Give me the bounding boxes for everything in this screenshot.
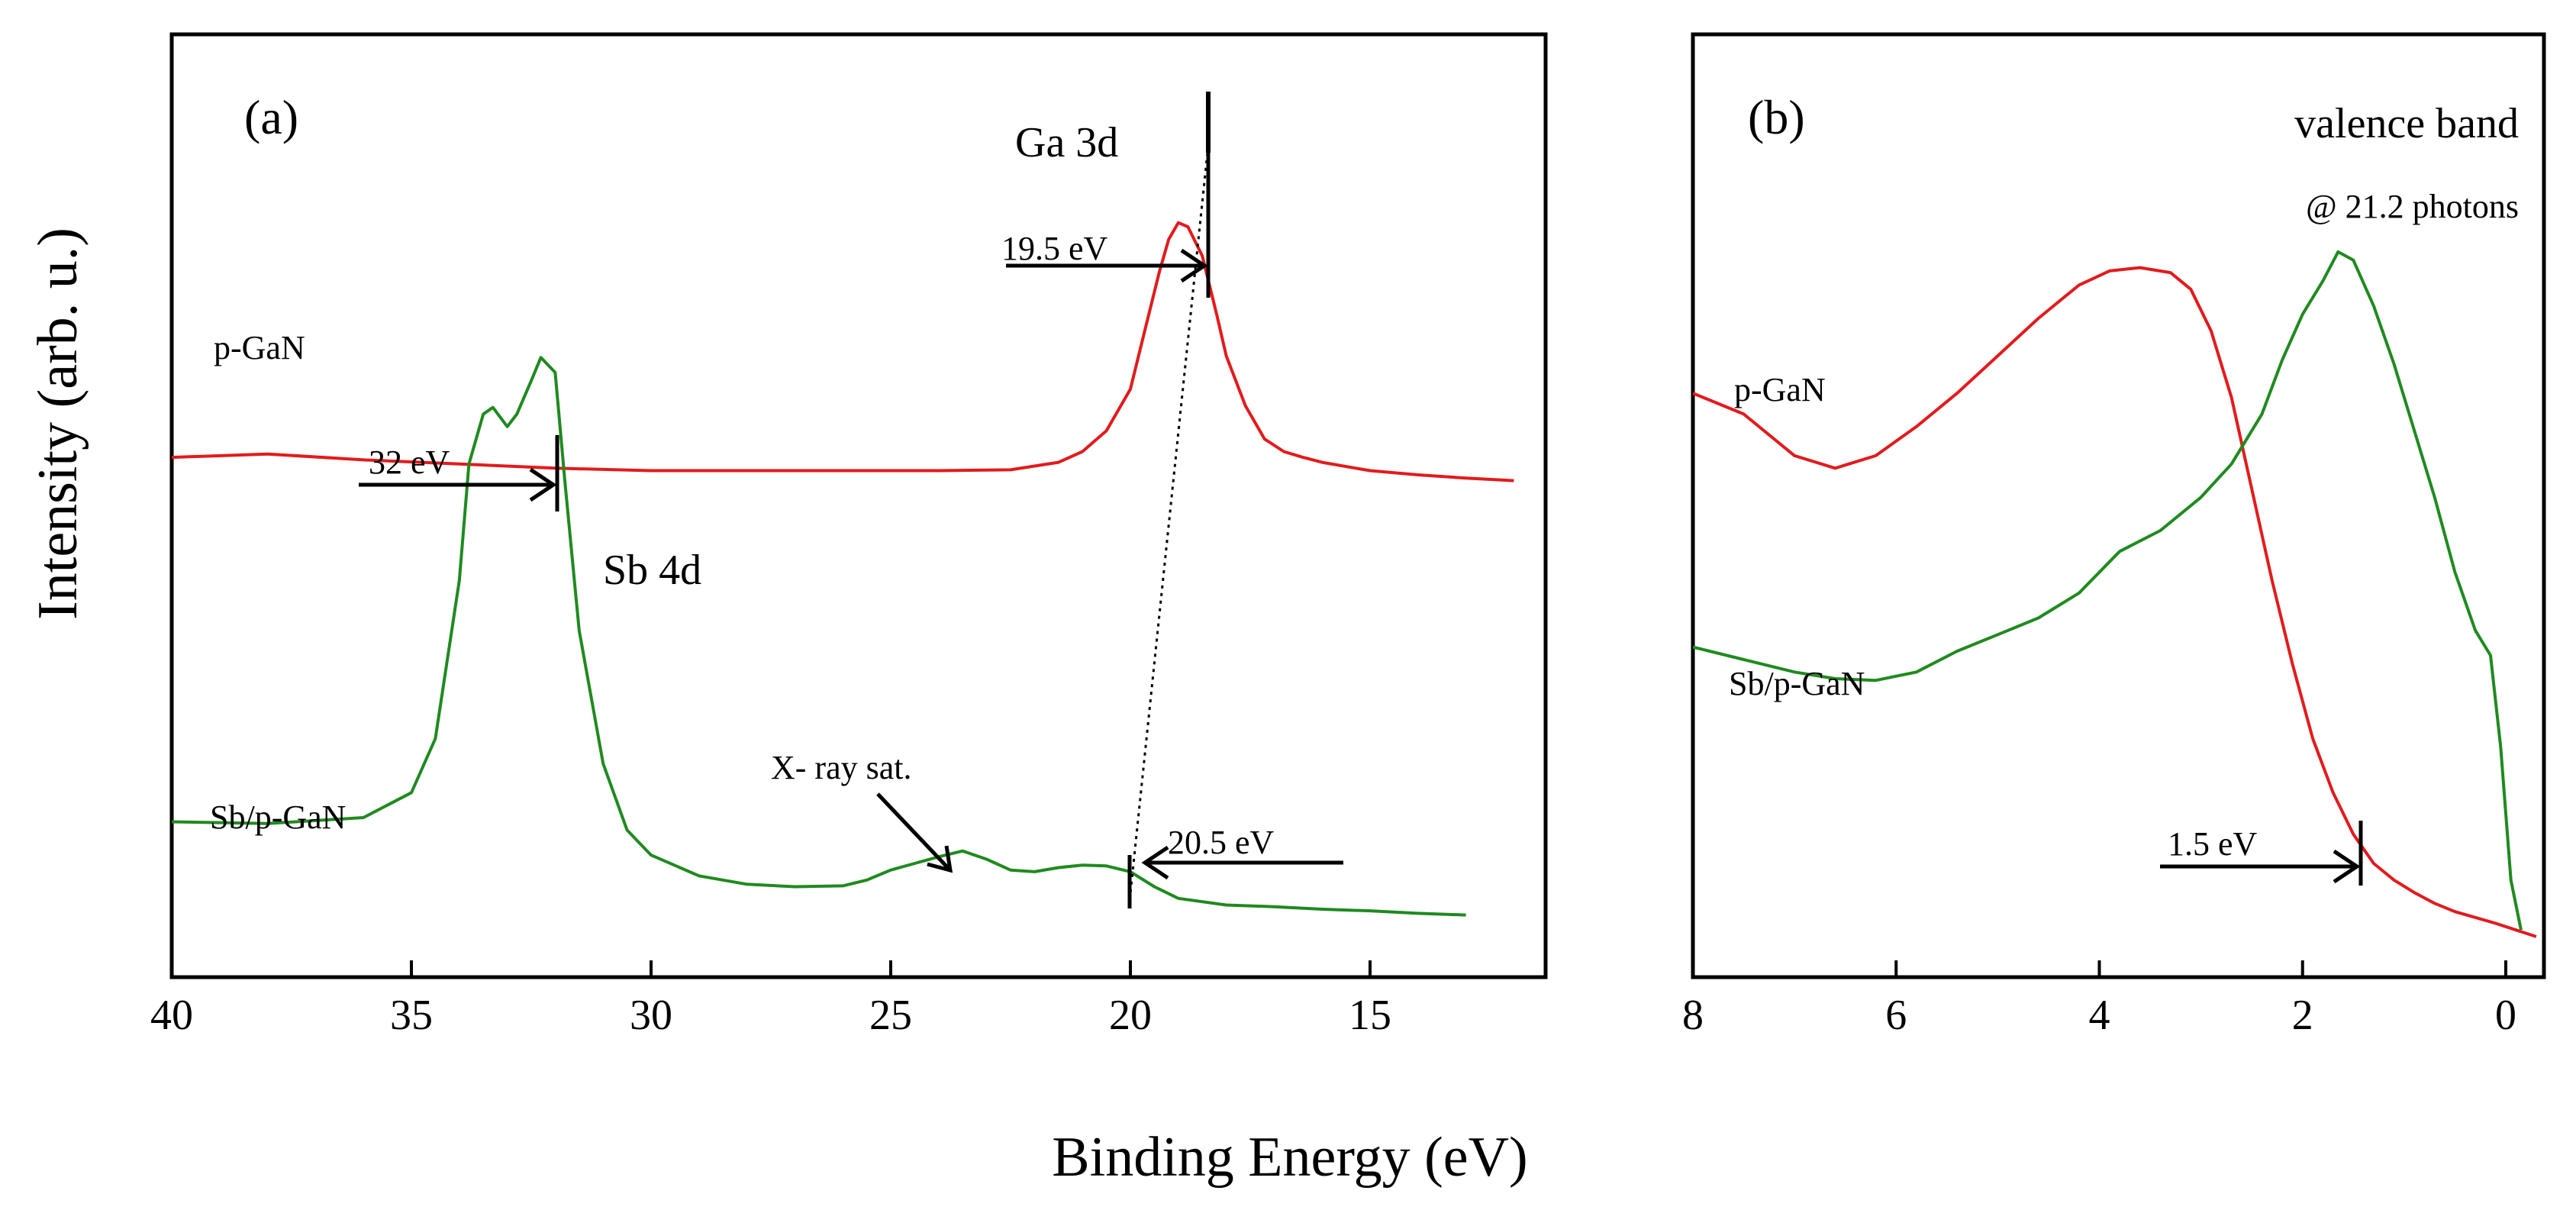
- panel-a-frame: [169, 32, 1548, 979]
- x-tick-label: 20: [1109, 992, 1152, 1039]
- lower-shift-arrowhead: [1141, 845, 1169, 880]
- xray-sat-arrowhead: [927, 845, 953, 873]
- x-tick-label: 0: [2495, 992, 2516, 1039]
- vb-shift-label: 1.5 eV: [2168, 825, 2258, 863]
- x-tick-label: 30: [630, 992, 672, 1039]
- x-tick-label: 4: [2089, 992, 2110, 1039]
- xray-sat-pointer: [876, 792, 952, 872]
- x-tick-label: 6: [1885, 992, 1907, 1039]
- lower-shift-label: 20.5 eV: [1168, 824, 1275, 861]
- ga3d-label: Ga 3d: [1015, 119, 1118, 166]
- y-axis-title: Intensity (arb. u.): [27, 227, 89, 620]
- photons-label: @ 21.2 photons: [2306, 188, 2519, 225]
- sb4d-shift-label: 32 eV: [369, 444, 450, 481]
- sb4d-label: Sb 4d: [603, 547, 701, 594]
- panel-b-frame: [1691, 32, 2546, 979]
- x-axis-title: Binding Energy (eV): [1052, 1126, 1527, 1189]
- panel-b-label: (b): [1748, 90, 1805, 144]
- x-tick-label: 2: [2292, 992, 2313, 1039]
- panel-a-series-p-gan: [171, 221, 1514, 482]
- panel-b-x-ticks: 8 6 4 2 0: [1682, 960, 2516, 1039]
- panel-a-label: (a): [244, 90, 298, 144]
- panel-b: 8 6 4 2 0 (b) valence band @ 21.2 photons p-…: [1682, 32, 2546, 1039]
- panel-b-label-p-gan: p-GaN: [1734, 371, 1826, 408]
- vb-shift-arrowhead: [2333, 849, 2361, 884]
- panel-a: 40 35 30 25 20 15 (a) Ga 3d Sb 4d p-GaN Sb/p-…: [150, 32, 1548, 1039]
- panel-a-series-sb-p-gan: [171, 356, 1466, 917]
- x-tick-label: 25: [869, 992, 912, 1039]
- panel-b-label-sb-p-gan: Sb/p-GaN: [1729, 665, 1865, 702]
- panel-a-label-sb-p-gan: Sb/p-GaN: [210, 799, 346, 836]
- x-tick-label: 40: [150, 992, 193, 1039]
- panel-b-series-sb-p-gan: [1692, 250, 2523, 931]
- panel-a-x-ticks: 40 35 30 25 20 15: [150, 960, 1391, 1039]
- ga3d-shift-label: 19.5 eV: [1001, 230, 1108, 267]
- valence-band-label: valence band: [2294, 100, 2519, 147]
- xray-sat-label: X- ray sat.: [771, 749, 912, 786]
- panel-a-label-p-gan: p-GaN: [214, 329, 305, 366]
- x-tick-label: 15: [1349, 992, 1391, 1039]
- panel-b-series-p-gan: [1692, 266, 2537, 938]
- ga3d-shift-arrowhead: [1180, 248, 1208, 283]
- sb4d-shift-arrowhead: [529, 467, 557, 502]
- x-tick-label: 35: [390, 992, 433, 1039]
- x-tick-label: 8: [1682, 992, 1704, 1039]
